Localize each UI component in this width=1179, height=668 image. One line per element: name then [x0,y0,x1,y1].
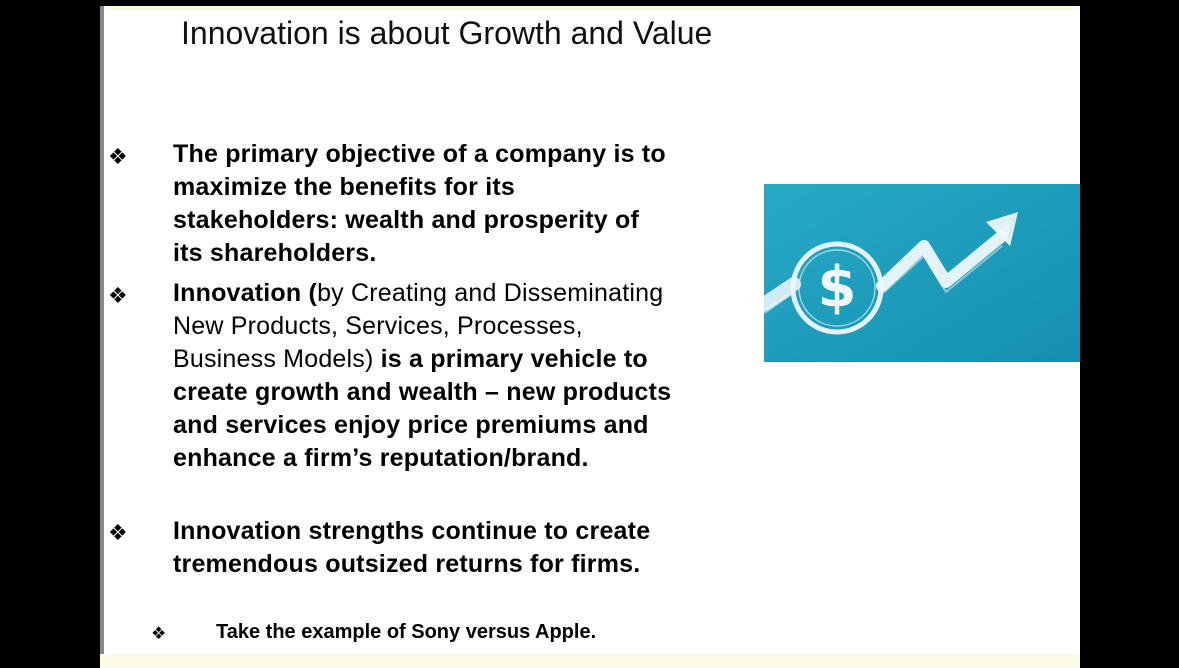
dollar-growth-image: $ [764,184,1080,362]
bullet-3-text: Innovation strengths continue to create … [173,517,651,578]
bullet-3-diamond-icon: ❖ [108,520,128,545]
bullet-1-diamond-icon: ❖ [108,144,128,169]
bullet-2-lead: Innovation ( [173,279,318,307]
slide-left-edge [100,6,104,654]
sub-bullet-text: Take the example of Sony versus Apple. [216,621,597,643]
slide-bottom-band [100,654,1080,668]
sub-bullet-diamond-icon: ❖ [151,624,167,643]
slide-title: Innovation is about Growth and Value [181,15,713,51]
bullet-2-middle: by Creating and Disseminating New Produc… [173,279,664,373]
dollar-growth-arrow-icon: $ [764,184,1080,362]
bullet-2-text: Innovation (by Creating and Disseminatin… [173,277,673,475]
bullet-2-tail: is a primary vehicle to create growth an… [173,345,672,472]
bullet-1-text: The primary objective of a company is to… [173,140,666,267]
slide-top-band [104,6,1080,10]
slide: Innovation is about Growth and Value ❖ T… [100,6,1080,668]
dollar-symbol: $ [818,255,857,320]
bullet-2-diamond-icon: ❖ [108,283,128,308]
